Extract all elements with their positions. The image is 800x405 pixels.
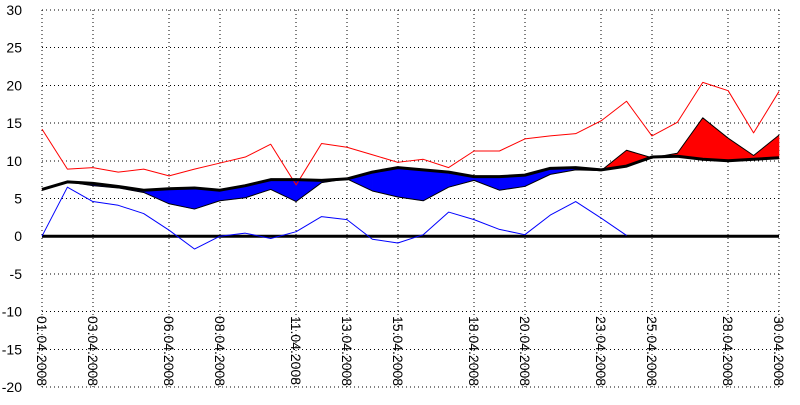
deviation-fills [41, 117, 780, 210]
x-tick-labels: 01.04.2008 03.04.2008 06.04.2008 08.04.2008… [34, 316, 787, 386]
y-tick-label: 5 [14, 191, 22, 207]
x-tick-label: 13.04.2008 [339, 316, 355, 386]
x-tick-label: 15.04.2008 [390, 316, 406, 386]
x-tick-label: 03.04.2008 [85, 316, 101, 386]
below-reference-area [168, 187, 195, 210]
above-reference-area [702, 117, 729, 162]
y-tick-label: -15 [2, 341, 22, 357]
x-tick-label: 06.04.2008 [161, 316, 177, 386]
y-tick-labels: 30 25 20 15 10 5 0 -5 -10 -15 -20 [2, 2, 22, 395]
x-tick-label: 11.04.2008 [288, 316, 304, 385]
below-reference-area [422, 169, 449, 202]
above-reference-area [727, 137, 754, 162]
min-temperature-line [41, 186, 627, 250]
max-temperature-line [41, 81, 780, 186]
below-reference-area [397, 167, 424, 202]
x-tick-label: 25.04.2008 [644, 316, 660, 386]
y-tick-label: -20 [2, 379, 22, 395]
x-tick-label: 23.04.2008 [593, 316, 609, 386]
x-tick-label: 08.04.2008 [212, 316, 228, 386]
x-tick-label: 18.04.2008 [466, 316, 482, 386]
above-reference-area [677, 117, 704, 160]
y-tick-label: 30 [6, 2, 22, 18]
y-tick-label: 20 [6, 77, 22, 93]
x-tick-label: 01.04.2008 [34, 316, 50, 386]
y-tick-label: -5 [10, 266, 23, 282]
series-lines [41, 81, 780, 250]
reference-temperature-line [41, 154, 780, 192]
y-tick-label: 10 [6, 153, 22, 169]
x-tick-label: 28.04.2008 [720, 316, 736, 386]
x-tick-label: 30.04.2008 [771, 316, 787, 386]
y-tick-label: 15 [6, 115, 22, 131]
y-tick-label: -10 [2, 304, 22, 320]
x-tick-label: 20.04.2008 [517, 316, 533, 386]
y-tick-label: 25 [6, 40, 22, 56]
below-reference-area [473, 176, 500, 191]
y-tick-label: 0 [14, 228, 22, 244]
